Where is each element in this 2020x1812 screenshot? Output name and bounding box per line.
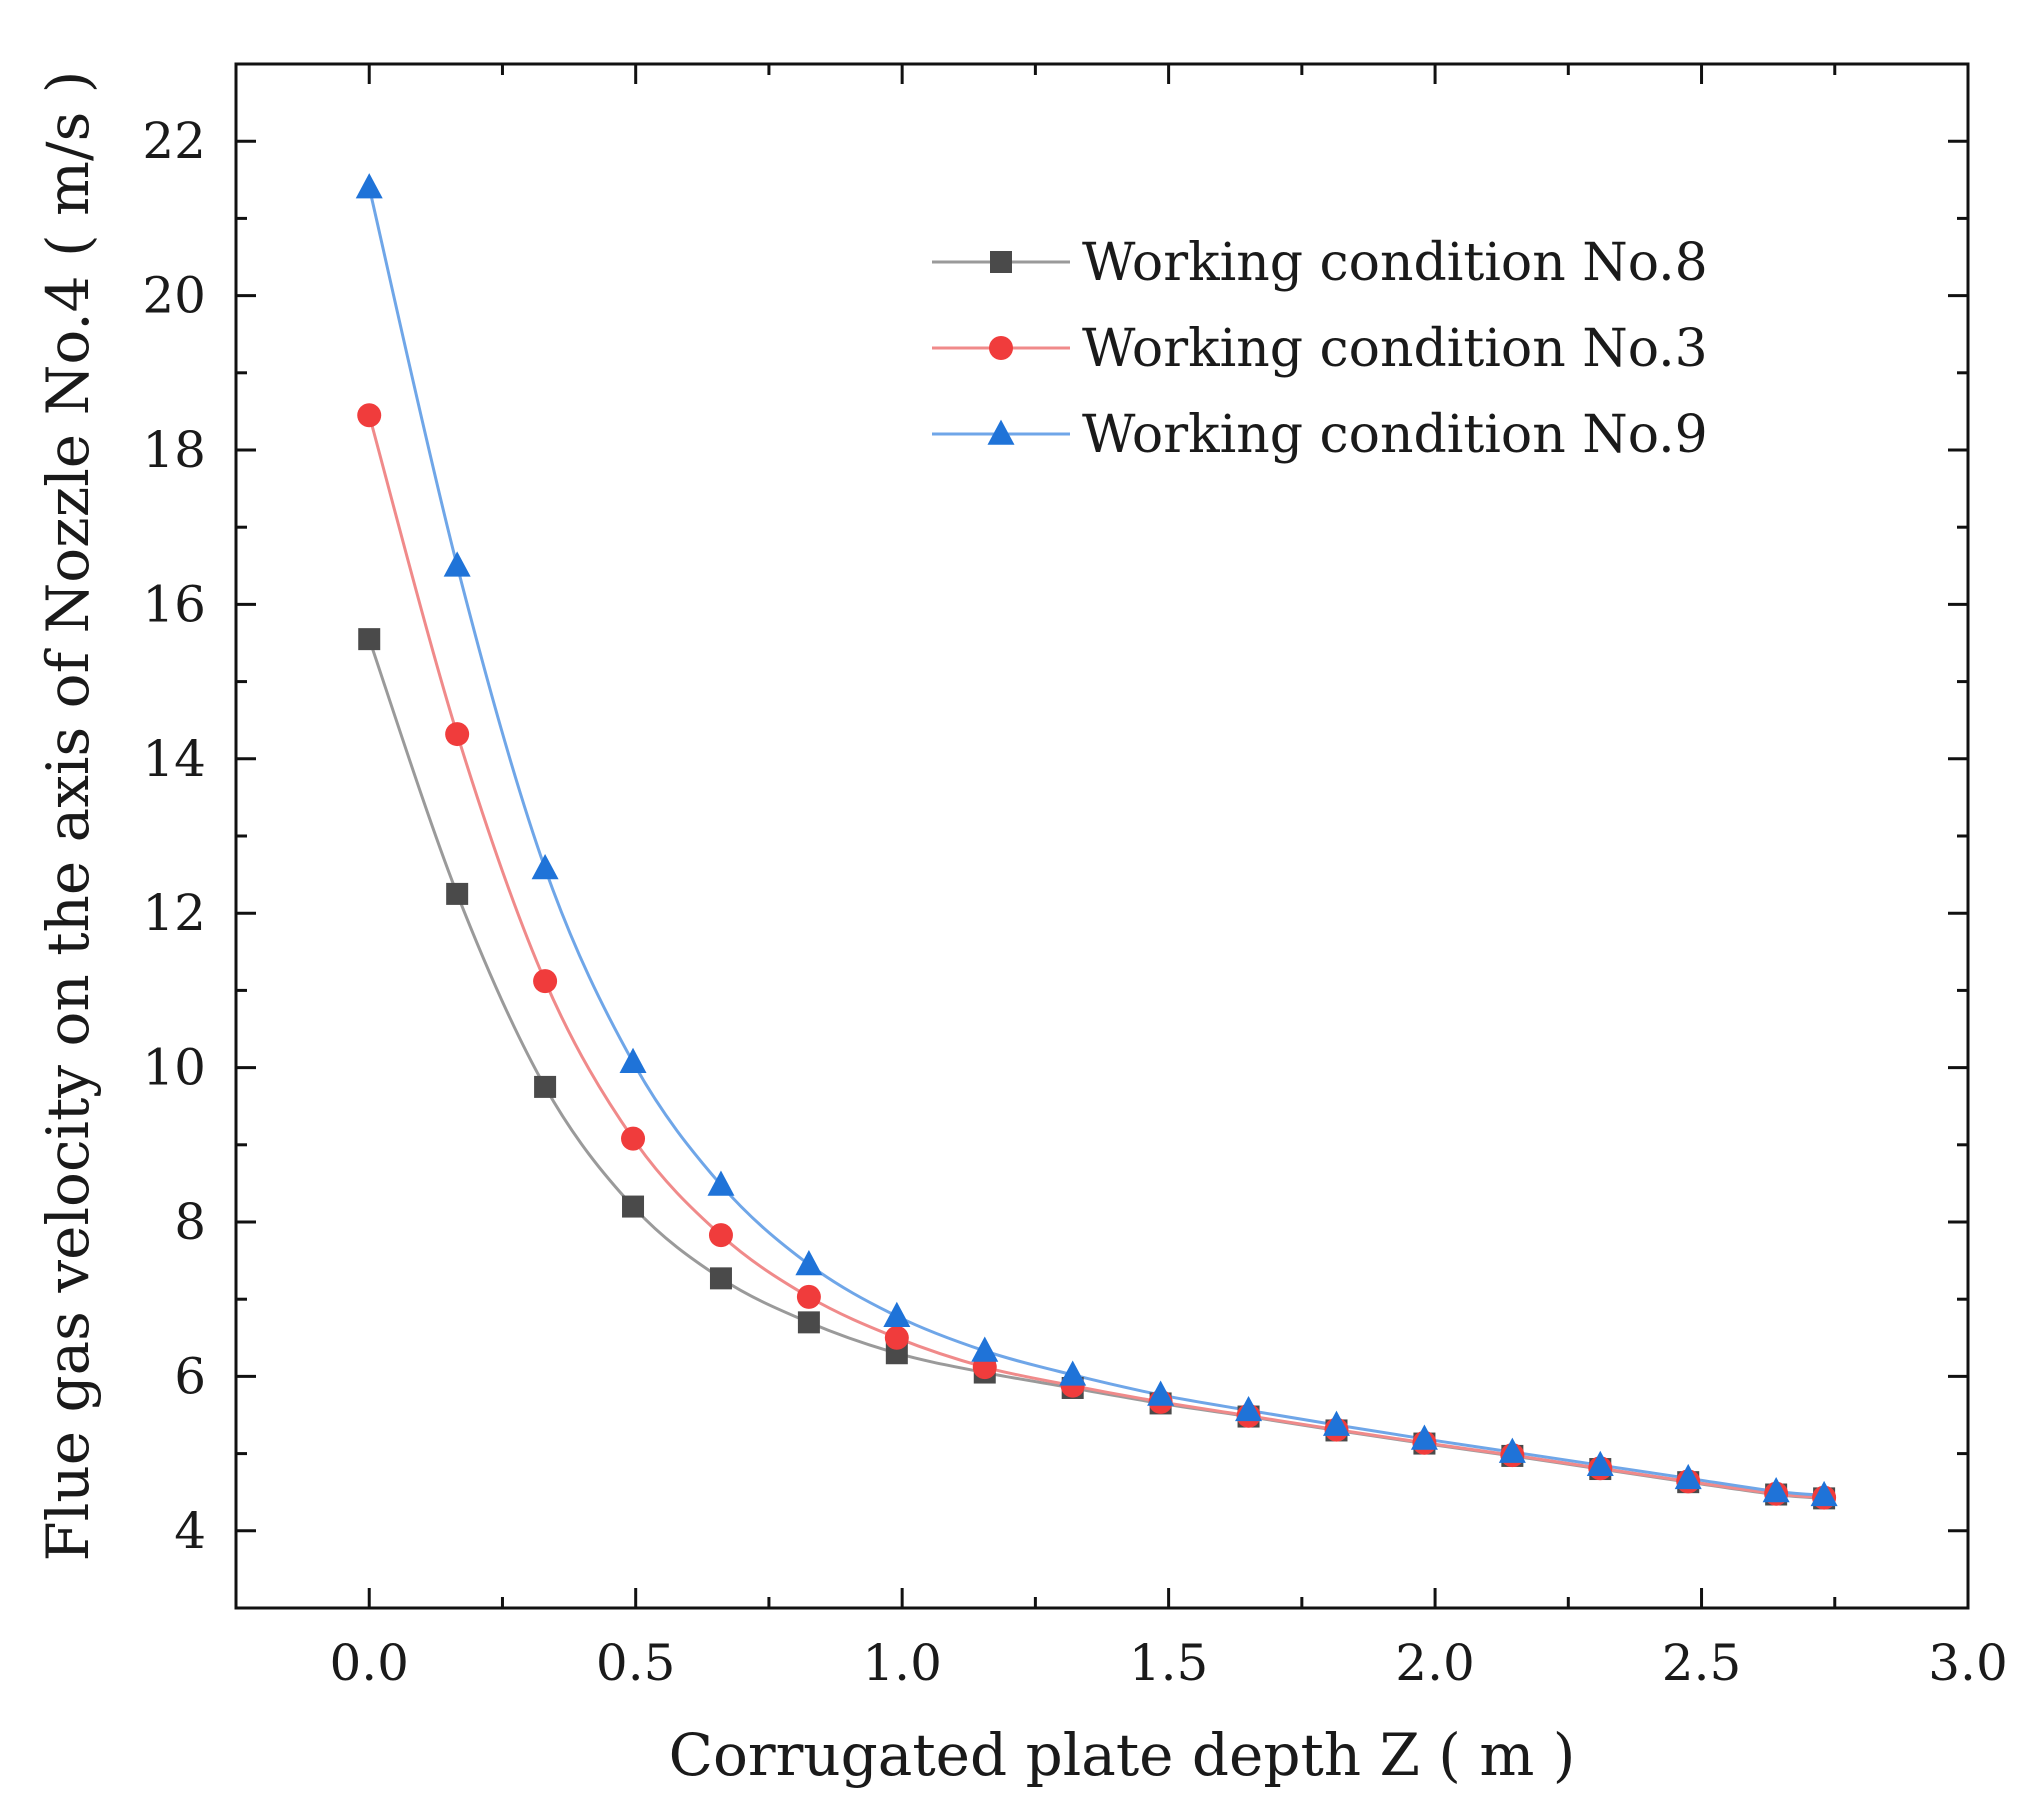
data-point-triangle	[1410, 1424, 1438, 1450]
y-tick-label: 12	[142, 884, 206, 942]
data-point-triangle	[355, 173, 383, 199]
data-point-square	[534, 1075, 557, 1098]
data-point-circle	[708, 1223, 733, 1248]
data-point-square	[446, 882, 469, 905]
x-tick-label: 0.0	[329, 1634, 409, 1692]
y-axis-title: Flue gas velocity on the axis of Nozzle …	[34, 71, 102, 1562]
y-tick-label: 10	[142, 1039, 206, 1097]
legend-entry: Working condition No.3	[932, 319, 1708, 379]
x-tick-label: 3.0	[1928, 1634, 2008, 1692]
data-point-square	[797, 1311, 820, 1334]
data-point-triangle	[883, 1301, 911, 1327]
data-point-circle	[357, 403, 382, 428]
data-point-circle	[445, 722, 470, 747]
data-point-circle	[533, 969, 558, 994]
y-tick-label: 16	[142, 575, 206, 633]
axis-ticks	[236, 64, 1970, 1608]
y-tick-label: 20	[142, 267, 206, 325]
plot-frame	[234, 62, 1970, 1610]
y-tick-label: 18	[142, 421, 206, 479]
y-tick-label: 8	[174, 1193, 206, 1251]
legend-label: Working condition No.9	[1082, 405, 1708, 465]
data-point-triangle	[1059, 1360, 1087, 1386]
data-point-triangle	[619, 1047, 647, 1073]
data-point-triangle	[1674, 1463, 1702, 1490]
legend-marker	[990, 251, 1012, 273]
data-point-triangle	[707, 1170, 735, 1196]
data-point-circle	[621, 1126, 646, 1151]
x-tick-labels: 0.0 0.5 1.0 1.5 2.0 2.5 3.0	[329, 1634, 2007, 1692]
x-tick-label: 0.5	[596, 1634, 676, 1692]
data-point-triangle	[1235, 1395, 1263, 1422]
x-tick-label: 1.5	[1129, 1634, 1209, 1692]
data-point-triangle	[1322, 1410, 1350, 1436]
data-point-square	[709, 1267, 732, 1290]
data-point-triangle	[1586, 1450, 1614, 1476]
y-tick-label: 6	[174, 1347, 206, 1405]
x-tick-label: 2.5	[1662, 1634, 1742, 1692]
x-tick-label: 2.0	[1395, 1634, 1475, 1692]
data-point-square	[622, 1195, 645, 1218]
data-point-triangle	[1810, 1480, 1838, 1507]
y-tick-label: 14	[142, 730, 206, 788]
legend: Working condition No.8 Working condition …	[932, 233, 1708, 465]
data-point-triangle	[531, 854, 559, 880]
legend-label: Working condition No.3	[1082, 319, 1708, 379]
series-line	[367, 187, 1825, 1497]
legend-marker	[987, 419, 1015, 445]
legend-entry: Working condition No.9	[932, 405, 1708, 465]
x-axis-title: Corrugated plate depth Z ( m )	[669, 1721, 1576, 1789]
data-point-triangle	[795, 1250, 823, 1276]
y-tick-label: 22	[142, 112, 206, 170]
data-point-triangle	[1762, 1477, 1790, 1503]
data-point-triangle	[1147, 1380, 1175, 1406]
data-point-square	[358, 628, 381, 651]
legend-label: Working condition No.8	[1082, 233, 1708, 293]
y-tick-label: 4	[174, 1502, 206, 1560]
data-point-triangle	[971, 1336, 999, 1362]
data-point-triangle	[1498, 1437, 1526, 1463]
x-tick-label: 1.0	[862, 1634, 942, 1692]
y-tick-labels: 4 6 8 10 12 14 16 18 20 22	[142, 112, 206, 1560]
series-line	[367, 414, 1825, 1500]
data-point-circle	[796, 1284, 821, 1309]
legend-marker	[989, 336, 1013, 360]
legend-entry: Working condition No.8	[932, 233, 1708, 293]
series-markers	[355, 173, 1838, 1510]
data-point-circle	[884, 1325, 909, 1350]
data-point-triangle	[443, 551, 471, 577]
